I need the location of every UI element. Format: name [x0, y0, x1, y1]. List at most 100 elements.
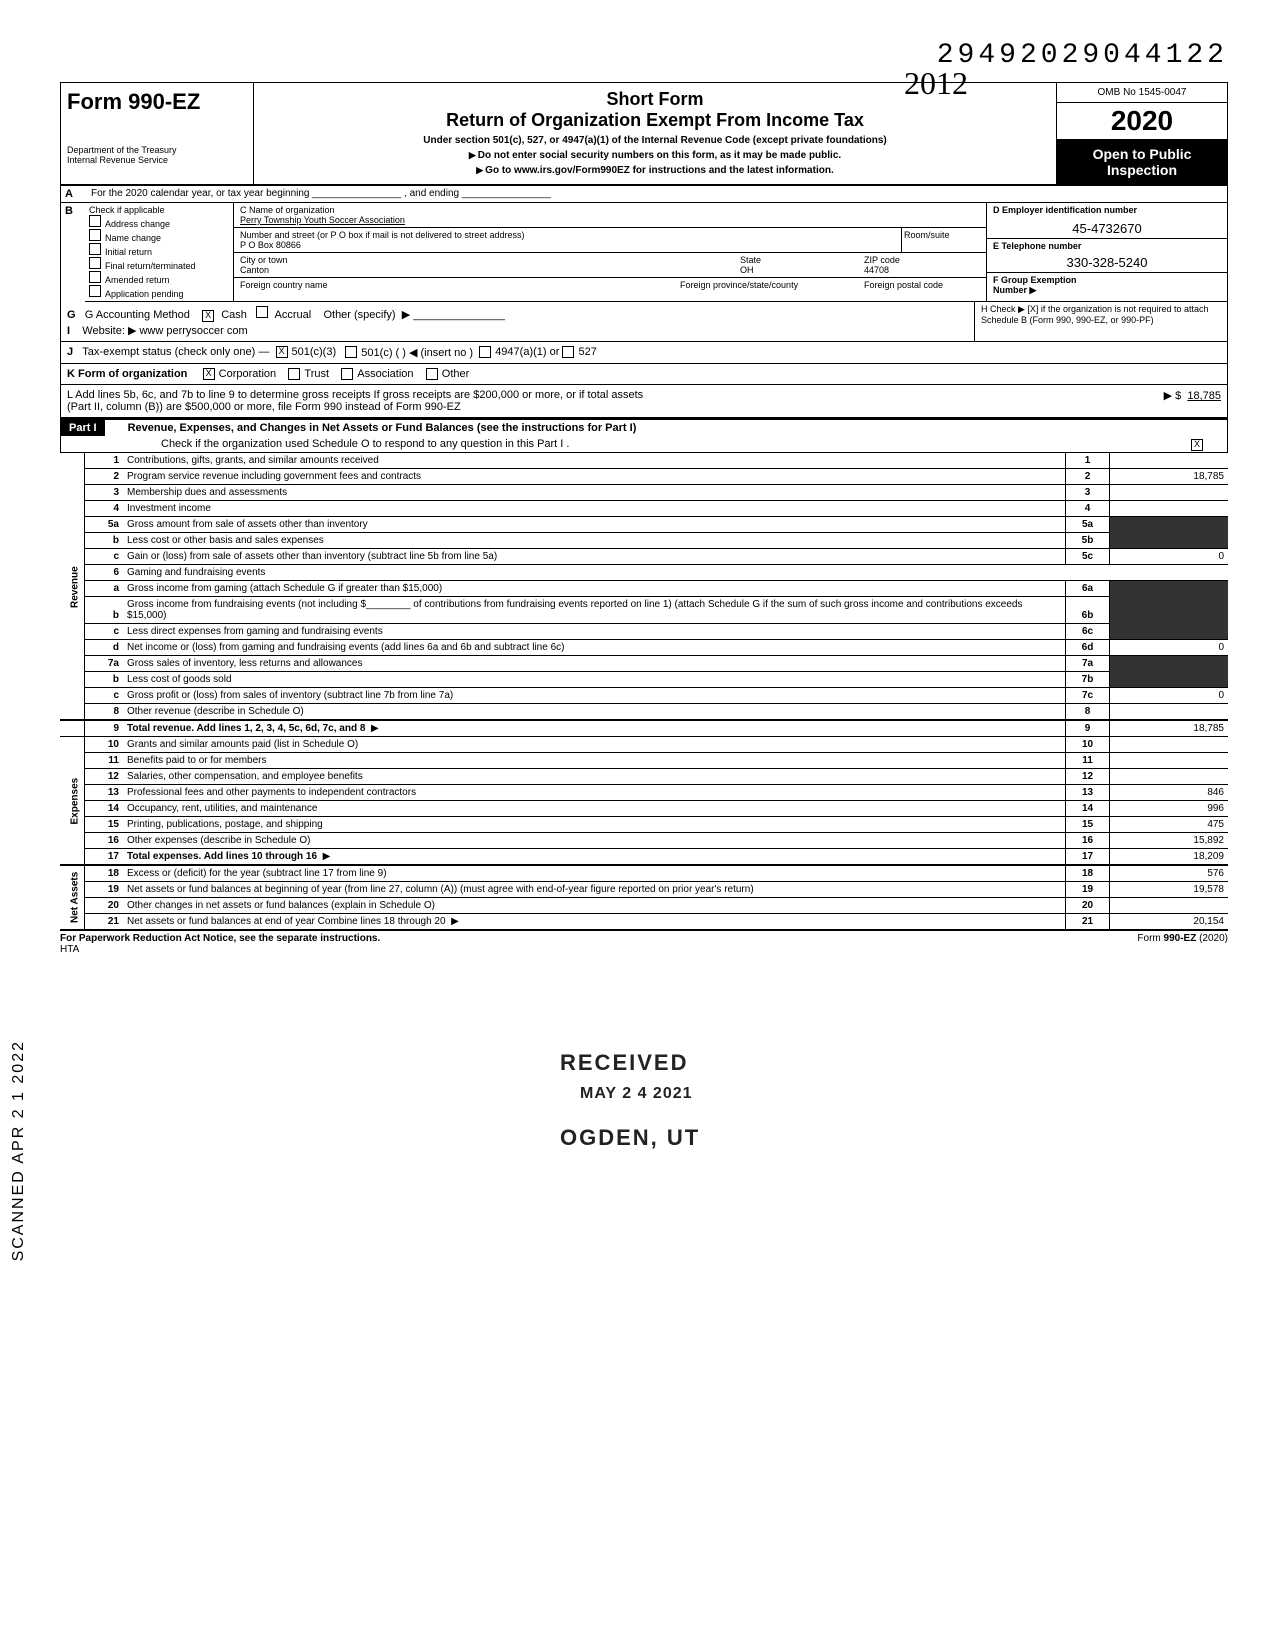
line-l: L Add lines 5b, 6c, and 7b to line 9 to …: [60, 385, 1228, 418]
line8-val: [1110, 704, 1229, 721]
org-name: Perry Township Youth Soccer Association: [240, 215, 980, 225]
zip-label: ZIP code: [864, 255, 900, 265]
final-check[interactable]: [89, 257, 101, 269]
527-check[interactable]: [562, 346, 574, 358]
line7a-desc: Gross sales of inventory, less returns a…: [127, 658, 362, 669]
line-k: K Form of organization X Corporation Tru…: [60, 364, 1228, 385]
line6d-val: 0: [1110, 640, 1229, 656]
l-arrow: ▶ $: [1164, 390, 1182, 402]
website: Website: ▶ www perrysoccer com: [82, 325, 247, 337]
cash-check[interactable]: X: [202, 310, 214, 322]
line4-desc: Investment income: [123, 501, 1066, 517]
netassets-label: Net Assets: [60, 865, 85, 930]
line3-desc: Membership dues and assessments: [123, 485, 1066, 501]
other-org-check[interactable]: [426, 368, 438, 380]
footer-hta: HTA: [60, 944, 79, 955]
trust-check[interactable]: [288, 368, 300, 380]
line-g-i: G G Accounting Method X Cash Accrual Oth…: [60, 302, 1228, 342]
line20-val: [1110, 898, 1229, 914]
line7c-desc: Gross profit or (loss) from sales of inv…: [123, 688, 1066, 704]
line17-val: 18,209: [1110, 849, 1229, 866]
other-label: Other (specify): [323, 309, 395, 321]
line6a-desc: Gross income from gaming (attach Schedul…: [127, 583, 442, 594]
line7b-desc: Less cost of goods sold: [127, 674, 232, 685]
short-form-label: Short Form: [264, 89, 1046, 110]
revenue-label: Revenue: [60, 453, 85, 720]
opt-amend: Amended return: [105, 275, 170, 285]
line5c-val: 0: [1110, 549, 1229, 565]
501c3-check[interactable]: X: [276, 346, 288, 358]
trust-label: Trust: [304, 368, 329, 380]
line4-val: [1110, 501, 1229, 517]
foreign-country: Foreign country name: [234, 278, 678, 292]
line16-desc: Other expenses (describe in Schedule O): [123, 833, 1066, 849]
received-stamp: RECEIVED: [560, 1050, 688, 1076]
501c3-label: 501(c)(3): [292, 346, 337, 359]
line10-val: [1110, 737, 1229, 753]
org-info-block: B Check if applicable Address change Nam…: [60, 203, 1228, 302]
part1-label: Part I: [61, 420, 105, 436]
state-label: State: [740, 255, 761, 265]
foreign-prov: Foreign province/state/county: [678, 278, 862, 292]
line14-desc: Occupancy, rent, utilities, and maintena…: [123, 801, 1066, 817]
ein-label: D Employer identification number: [993, 205, 1221, 215]
opt-initial: Initial return: [105, 247, 152, 257]
part1-header: Part I Revenue, Expenses, and Changes in…: [60, 418, 1228, 453]
corp-check[interactable]: X: [203, 368, 215, 380]
check-label: Check if applicable: [89, 205, 229, 215]
opt-final: Final return/terminated: [105, 261, 196, 271]
ein-value: 45-4732670: [993, 221, 1221, 236]
line5b-desc: Less cost or other basis and sales expen…: [127, 535, 324, 546]
accrual-label: Accrual: [275, 309, 312, 321]
org-city: Canton: [240, 265, 269, 275]
line1-val: [1110, 453, 1229, 469]
line12-val: [1110, 769, 1229, 785]
4947-check[interactable]: [479, 346, 491, 358]
line5a-desc: Gross amount from sale of assets other t…: [127, 519, 368, 530]
line10-desc: Grants and similar amounts paid (list in…: [123, 737, 1066, 753]
schedule-o-check[interactable]: X: [1191, 439, 1203, 451]
assoc-check[interactable]: [341, 368, 353, 380]
line8-desc: Other revenue (describe in Schedule O): [123, 704, 1066, 721]
subtext-3: Go to www.irs.gov/Form990EZ for instruct…: [264, 165, 1046, 176]
line2-desc: Program service revenue including govern…: [123, 469, 1066, 485]
line6d-desc: Net income or (loss) from gaming and fun…: [123, 640, 1066, 656]
org-addr: P O Box 80866: [240, 240, 895, 250]
sub2-text: Do not enter social security numbers on …: [478, 150, 841, 161]
addr-change-check[interactable]: [89, 215, 101, 227]
initial-check[interactable]: [89, 243, 101, 255]
line17-desc: Total expenses. Add lines 10 through 16: [127, 851, 317, 862]
line19-desc: Net assets or fund balances at beginning…: [123, 882, 1066, 898]
501c-check[interactable]: [345, 346, 357, 358]
line16-val: 15,892: [1110, 833, 1229, 849]
addr-label: Number and street (or P O box if mail is…: [240, 230, 895, 240]
part1-check-text: Check if the organization used Schedule …: [161, 438, 569, 450]
l-text: L Add lines 5b, 6c, and 7b to line 9 to …: [67, 389, 1071, 413]
sub3-text: Go to www.irs.gov/Form990EZ for instruct…: [485, 165, 834, 176]
line15-desc: Printing, publications, postage, and shi…: [123, 817, 1066, 833]
g-label: G Accounting Method: [85, 309, 190, 321]
c-header: C Name of organization: [240, 205, 980, 215]
group-exempt: F Group Exemption Number ▶: [987, 273, 1227, 298]
opt-addr: Address change: [105, 219, 170, 229]
line13-desc: Professional fees and other payments to …: [123, 785, 1066, 801]
form-header: Form 990-EZ Department of the Treasury I…: [60, 82, 1228, 186]
pending-check[interactable]: [89, 285, 101, 297]
name-change-check[interactable]: [89, 229, 101, 241]
accrual-check[interactable]: [256, 306, 268, 318]
line20-desc: Other changes in net assets or fund bala…: [123, 898, 1066, 914]
omb-number: OMB No 1545-0047: [1057, 83, 1227, 103]
dept-label: Department of the Treasury Internal Reve…: [67, 145, 247, 165]
line14-val: 996: [1110, 801, 1229, 817]
open-public-label: Open to Public Inspection: [1057, 140, 1227, 184]
line11-desc: Benefits paid to or for members: [123, 753, 1066, 769]
k-label: K Form of organization: [67, 368, 187, 380]
city-label: City or town: [240, 255, 288, 265]
form-title: Return of Organization Exempt From Incom…: [264, 110, 1046, 131]
line9-desc: Total revenue. Add lines 1, 2, 3, 4, 5c,…: [127, 723, 365, 734]
amended-check[interactable]: [89, 271, 101, 283]
501c-label: 501(c) ( ) ◀ (insert no ): [361, 346, 473, 359]
expenses-label: Expenses: [60, 737, 85, 866]
line11-val: [1110, 753, 1229, 769]
form-number: Form 990-EZ: [67, 89, 247, 115]
